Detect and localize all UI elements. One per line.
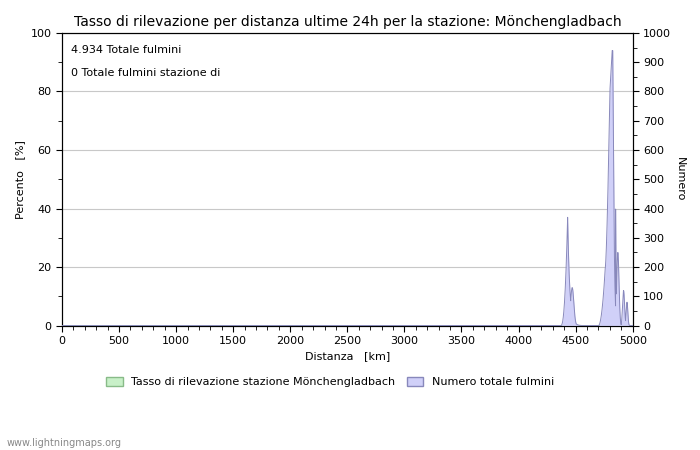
Text: 0 Totale fulmini stazione di: 0 Totale fulmini stazione di — [71, 68, 220, 78]
Y-axis label: Percento   [%]: Percento [%] — [15, 140, 25, 219]
Text: 4.934 Totale fulmini: 4.934 Totale fulmini — [71, 45, 181, 54]
Y-axis label: Numero: Numero — [675, 157, 685, 202]
Title: Tasso di rilevazione per distanza ultime 24h per la stazione: Mönchengladbach: Tasso di rilevazione per distanza ultime… — [74, 15, 621, 29]
Legend: Tasso di rilevazione stazione Mönchengladbach, Numero totale fulmini: Tasso di rilevazione stazione Mönchengla… — [102, 372, 559, 392]
X-axis label: Distanza   [km]: Distanza [km] — [304, 351, 390, 361]
Text: www.lightningmaps.org: www.lightningmaps.org — [7, 438, 122, 448]
